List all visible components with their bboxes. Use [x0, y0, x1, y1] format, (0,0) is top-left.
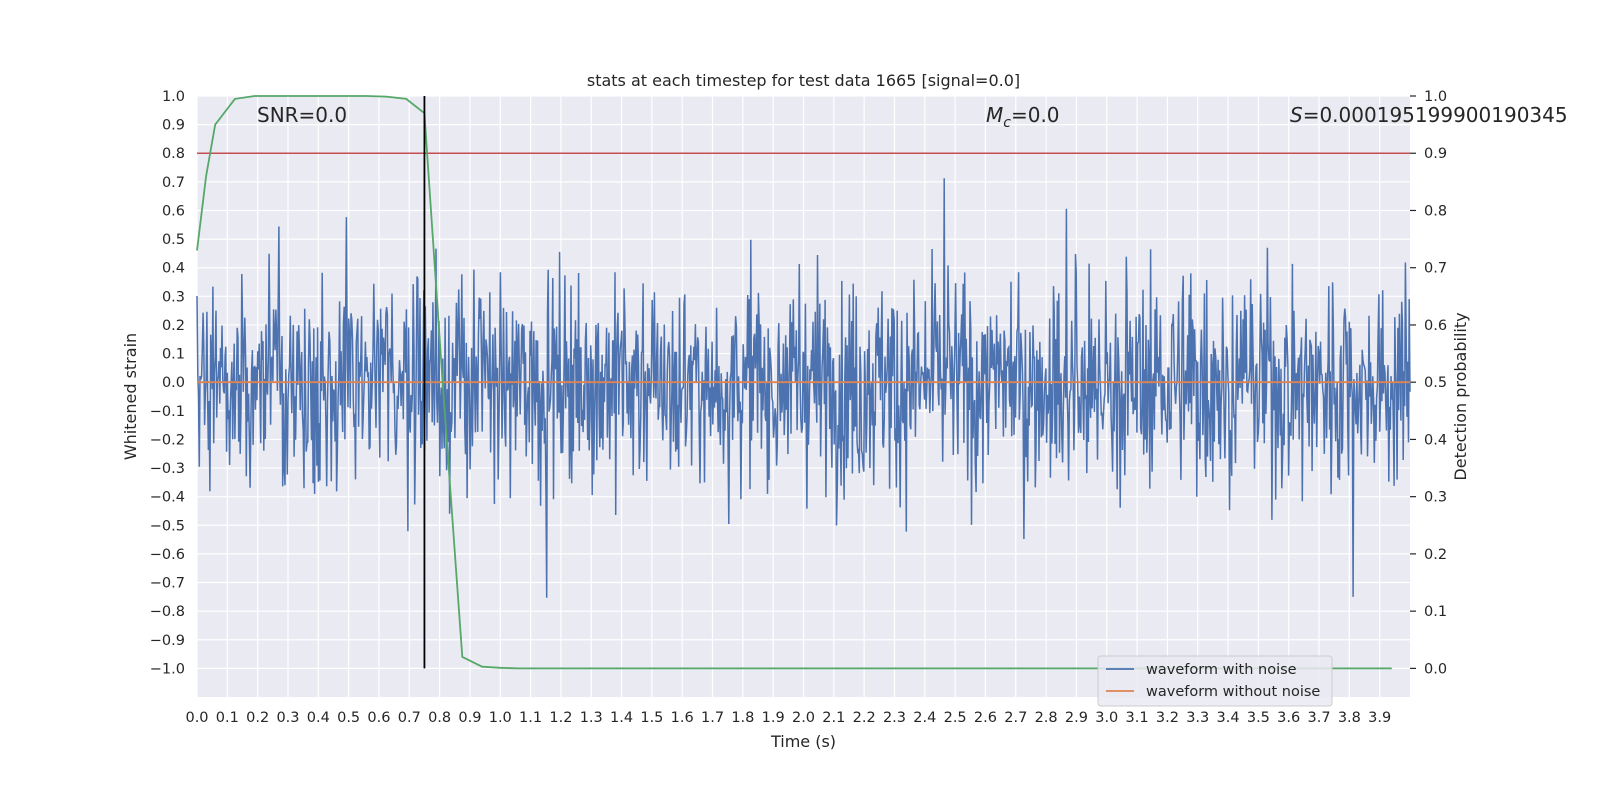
x-tick-label: 3.0 [1095, 710, 1118, 726]
y-tick-label: 0.8 [162, 146, 185, 162]
x-tick-label: 0.4 [307, 710, 330, 726]
y-tick-label: −0.7 [150, 576, 185, 592]
y2-tick-label: 0.8 [1424, 203, 1447, 219]
x-tick-label: 0.1 [216, 710, 239, 726]
y2-tick-label: 0.6 [1424, 318, 1447, 334]
y2-tick-label: 0.5 [1424, 375, 1447, 391]
x-axis-ticks: 0.0 0.1 0.2 0.3 0.4 0.5 0.6 0.7 0.8 0.9 1.0 1.1 1.2 1… [185, 710, 1391, 726]
s-value: =0.000195199900190345 [1303, 103, 1568, 127]
annotation-snr: SNR=0.0 [257, 103, 347, 127]
y2-axis-ticks: 1.0 0.9 0.8 0.7 0.6 0.5 0.4 0.3 0.2 0.1 0.0 [1410, 89, 1447, 677]
y-tick-label: 0.9 [162, 118, 185, 134]
x-tick-label: 1.9 [762, 710, 785, 726]
x-tick-label: 2.8 [1035, 710, 1058, 726]
x-tick-label: 3.1 [1126, 710, 1149, 726]
y2-tick-label: 0.1 [1424, 604, 1447, 620]
x-tick-label: 3.5 [1247, 710, 1270, 726]
x-tick-label: 0.2 [246, 710, 269, 726]
y-tick-label: 0.5 [162, 232, 185, 248]
x-tick-label: 0.5 [337, 710, 360, 726]
mc-symbol: M [986, 103, 1003, 127]
x-tick-label: 0.9 [458, 710, 481, 726]
y-tick-label: −0.1 [150, 404, 185, 420]
y-tick-label: −0.2 [150, 432, 185, 448]
y-tick-label: 0.7 [162, 175, 185, 191]
x-tick-label: 0.6 [367, 710, 390, 726]
legend-label-waveform-without-noise: waveform without noise [1146, 684, 1320, 700]
annotation-s: S=0.000195199900190345 [1290, 103, 1568, 127]
y-tick-label: −0.4 [150, 490, 185, 506]
x-tick-label: 3.7 [1307, 710, 1330, 726]
y-tick-label: −0.5 [150, 518, 185, 534]
x-tick-label: 0.8 [428, 710, 451, 726]
legend: waveform with noise waveform without noi… [1097, 655, 1333, 707]
x-tick-label: 0.0 [185, 710, 208, 726]
x-tick-label: 1.4 [610, 710, 633, 726]
x-tick-label: 2.3 [883, 710, 906, 726]
y-tick-label: 0.3 [162, 289, 185, 305]
x-tick-label: 3.2 [1156, 710, 1179, 726]
y-tick-label: 0.1 [162, 347, 185, 363]
x-axis-label: Time (s) [770, 732, 836, 751]
y2-tick-label: 0.3 [1424, 490, 1447, 506]
x-tick-label: 3.9 [1368, 710, 1391, 726]
x-tick-label: 3.6 [1277, 710, 1300, 726]
y2-tick-label: 0.0 [1424, 661, 1447, 677]
y-axis-label: Whitened strain [121, 333, 140, 460]
x-tick-label: 2.5 [944, 710, 967, 726]
x-tick-label: 1.3 [580, 710, 603, 726]
series-detection-probability [196, 95, 1392, 670]
x-tick-label: 3.3 [1186, 710, 1209, 726]
x-tick-label: 2.1 [822, 710, 845, 726]
x-tick-label: 1.0 [489, 710, 512, 726]
y-tick-label: 0.2 [162, 318, 185, 334]
x-tick-label: 1.5 [640, 710, 663, 726]
x-tick-label: 3.4 [1217, 710, 1240, 726]
y2-tick-label: 0.9 [1424, 146, 1447, 162]
x-tick-label: 2.7 [1004, 710, 1027, 726]
y-tick-label: −0.9 [150, 633, 185, 649]
legend-box [1097, 655, 1333, 707]
y-axis-ticks: 1.0 0.9 0.8 0.7 0.6 0.5 0.4 0.3 0.2 0.1 0.0 −0.1 −0.… [150, 89, 185, 677]
x-tick-label: 1.6 [671, 710, 694, 726]
y-tick-label: 0.4 [162, 261, 185, 277]
x-tick-label: 1.1 [519, 710, 542, 726]
y2-axis-label: Detection probability [1451, 312, 1470, 480]
x-tick-label: 2.6 [974, 710, 997, 726]
annotation-chirp-mass: Mc=0.0 [986, 103, 1060, 131]
y2-tick-label: 0.7 [1424, 261, 1447, 277]
x-tick-label: 2.9 [1065, 710, 1088, 726]
y-tick-label: −1.0 [150, 661, 185, 677]
x-tick-label: 0.7 [398, 710, 421, 726]
y-tick-label: 0.0 [162, 375, 185, 391]
x-tick-label: 3.8 [1338, 710, 1361, 726]
y2-tick-label: 0.4 [1424, 432, 1447, 448]
series-waveform-with-noise [196, 178, 1411, 598]
y-tick-label: −0.8 [150, 604, 185, 620]
x-tick-label: 1.7 [701, 710, 724, 726]
x-tick-label: 1.8 [731, 710, 754, 726]
y-tick-label: 1.0 [162, 89, 185, 105]
x-tick-label: 2.2 [853, 710, 876, 726]
legend-label-waveform-with-noise: waveform with noise [1146, 662, 1297, 678]
y2-tick-label: 0.2 [1424, 547, 1447, 563]
x-tick-label: 1.2 [549, 710, 572, 726]
mc-value: =0.0 [1011, 103, 1060, 127]
x-tick-label: 0.3 [276, 710, 299, 726]
x-tick-label: 2.4 [913, 710, 936, 726]
y-tick-label: 0.6 [162, 203, 185, 219]
x-tick-label: 2.0 [792, 710, 815, 726]
s-symbol: S [1290, 103, 1303, 127]
y-tick-label: −0.6 [150, 547, 185, 563]
mc-subscript: c [1003, 115, 1011, 131]
y-tick-label: −0.3 [150, 461, 185, 477]
y2-tick-label: 1.0 [1424, 89, 1447, 105]
chart-title: stats at each timestep for test data 166… [587, 71, 1020, 90]
